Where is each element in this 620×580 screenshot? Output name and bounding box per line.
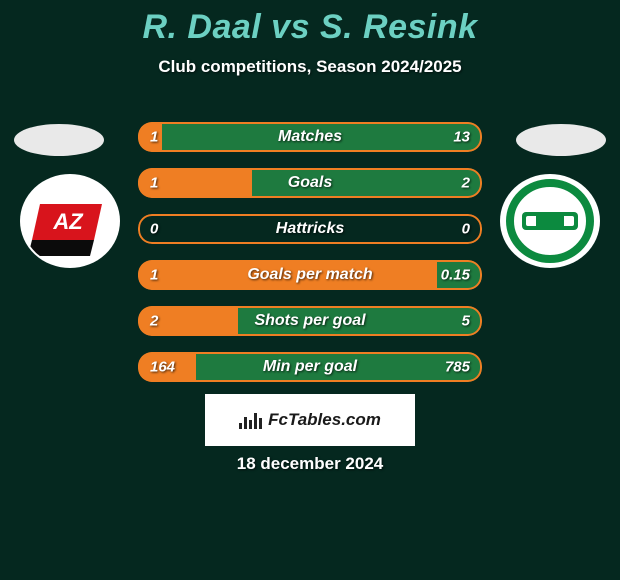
player-photo-left bbox=[14, 124, 104, 156]
row-label: Goals bbox=[288, 174, 332, 192]
comparison-infographic: R. Daal vs S. Resink Club competitions, … bbox=[0, 0, 620, 580]
club-logo-left: AZ bbox=[20, 174, 120, 268]
value-left: 164 bbox=[150, 359, 175, 376]
value-left: 1 bbox=[150, 175, 158, 192]
date-text: 18 december 2024 bbox=[237, 454, 384, 474]
stat-row: 2 5 Shots per goal bbox=[138, 306, 482, 336]
club-badge-left: AZ bbox=[20, 174, 120, 268]
stat-row: 1 2 Goals bbox=[138, 168, 482, 198]
page-title: R. Daal vs S. Resink bbox=[0, 0, 620, 47]
value-right: 5 bbox=[462, 313, 470, 330]
value-right: 13 bbox=[453, 129, 470, 146]
club-logo-right bbox=[500, 174, 600, 268]
row-label: Hattricks bbox=[276, 220, 344, 238]
value-left: 0 bbox=[150, 221, 158, 238]
value-left: 1 bbox=[150, 267, 158, 284]
row-label: Shots per goal bbox=[254, 312, 365, 330]
attribution-badge: FcTables.com bbox=[205, 394, 415, 446]
player-photo-right bbox=[516, 124, 606, 156]
value-right: 0.15 bbox=[441, 267, 470, 284]
stat-row: 0 0 Hattricks bbox=[138, 214, 482, 244]
row-label: Min per goal bbox=[263, 358, 357, 376]
subtitle: Club competitions, Season 2024/2025 bbox=[0, 57, 620, 77]
row-label: Matches bbox=[278, 128, 342, 146]
svg-text:AZ: AZ bbox=[52, 209, 84, 234]
value-left: 1 bbox=[150, 129, 158, 146]
stat-row: 1 0.15 Goals per match bbox=[138, 260, 482, 290]
row-label: Goals per match bbox=[247, 266, 372, 284]
bars-icon bbox=[239, 411, 262, 429]
bar-right bbox=[252, 168, 482, 198]
value-right: 2 bbox=[462, 175, 470, 192]
attribution-text: FcTables.com bbox=[268, 410, 381, 430]
stat-row: 1 13 Matches bbox=[138, 122, 482, 152]
value-right: 0 bbox=[462, 221, 470, 238]
value-left: 2 bbox=[150, 313, 158, 330]
stat-row: 164 785 Min per goal bbox=[138, 352, 482, 382]
comparison-chart: 1 13 Matches 1 2 Goals 0 0 Hattricks 1 0.15 Goals p… bbox=[138, 122, 482, 398]
value-right: 785 bbox=[445, 359, 470, 376]
club-badge-right bbox=[500, 174, 600, 268]
